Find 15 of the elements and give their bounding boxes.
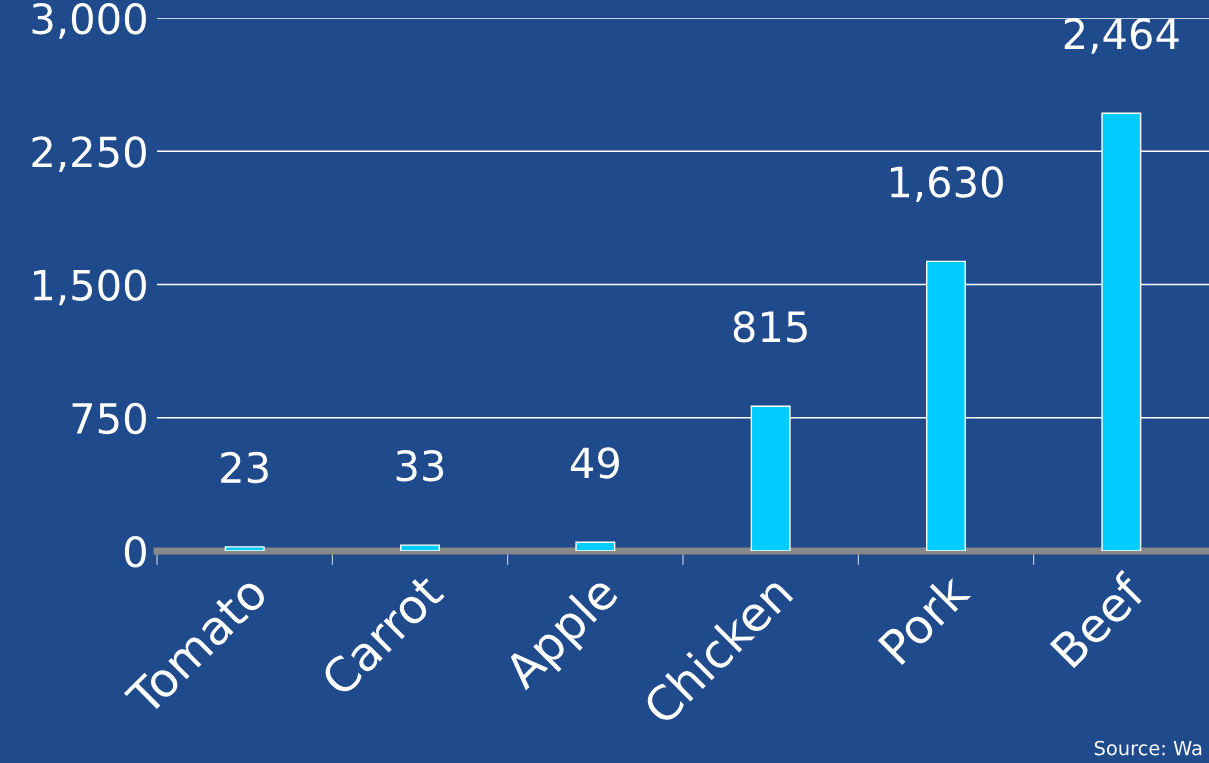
data-label: 815 xyxy=(733,311,807,343)
bar xyxy=(224,546,265,551)
y-tick-label: 750 xyxy=(72,402,146,435)
y-tick-label: 2,250 xyxy=(32,136,146,172)
bar xyxy=(575,541,616,551)
data-label: 23 xyxy=(221,451,268,484)
y-tick-label: 1,500 xyxy=(33,269,146,306)
data-label: 1,630 xyxy=(890,166,1003,203)
data-label: 33 xyxy=(396,449,444,482)
source-note: Source: Wa xyxy=(1094,740,1202,756)
bar xyxy=(400,544,440,551)
data-label: 49 xyxy=(570,447,619,479)
y-tick-label: 0 xyxy=(124,535,146,568)
y-tick-label: 3,000 xyxy=(32,2,146,39)
data-label: 2,464 xyxy=(1064,18,1179,54)
